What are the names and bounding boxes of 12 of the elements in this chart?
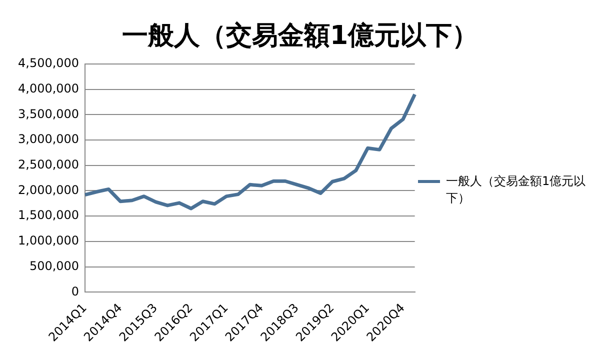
y-tick-label: 4,000,000: [18, 81, 80, 96]
y-tick-label: 1,000,000: [18, 234, 80, 248]
y-tick-label: 3,500,000: [18, 106, 80, 121]
y-tick-label: 3,000,000: [18, 132, 80, 146]
y-tick-label: 1,500,000: [18, 208, 80, 222]
chart-title: 一般人（交易金額1億元以下）: [120, 20, 480, 53]
y-tick-label: 4,500,000: [18, 56, 80, 70]
legend-label: 一般人（交易金額1億元以下）: [446, 173, 587, 207]
y-tick-label: 500,000: [29, 258, 80, 273]
y-tick-label: 2,000,000: [18, 182, 80, 197]
y-tick-label: 2,500,000: [18, 158, 80, 172]
y-tick-label: 0: [71, 284, 80, 298]
